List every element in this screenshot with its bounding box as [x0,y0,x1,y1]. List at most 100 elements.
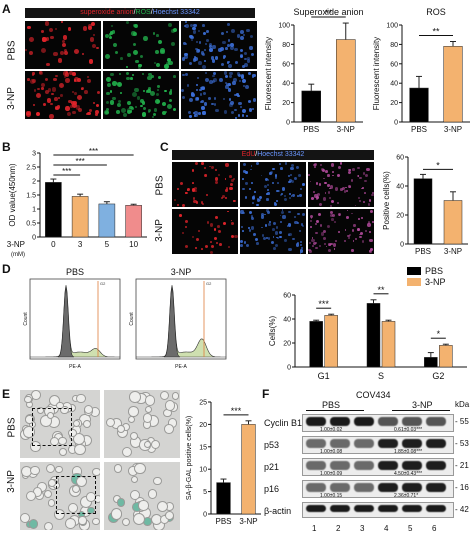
significance-label: * [436,160,440,170]
cell-spot [184,226,188,229]
cell-spot [244,196,248,199]
cell-spot [214,228,217,231]
cell-spot [219,77,224,82]
y-tick-label: 60 [282,61,290,68]
cell-spot [60,51,65,56]
cell-spot [240,35,245,40]
cell-spot [293,176,297,180]
protein-band [378,439,398,448]
cell-spot [260,174,263,177]
cell-spot [368,250,371,253]
cell-spot [324,169,328,173]
cell-spot [243,63,248,68]
cell-spot [47,479,56,487]
cell-spot [212,45,216,49]
y-tick-label: 0 [286,120,290,127]
cell-spot [119,92,122,95]
brightfield-tile [104,462,180,530]
bar [336,39,356,123]
cell-spot [77,78,81,82]
cell-spot [242,211,245,214]
cell-spot [250,34,254,38]
cell-spot [203,49,206,52]
cell-spot [284,162,288,165]
cell-spot [290,195,293,197]
cell-spot [71,110,76,115]
cell-spot [327,191,331,194]
cell-spot [344,229,347,231]
cell-spot [246,59,251,63]
cell-spot [105,110,110,115]
cell-spot [230,43,234,47]
cell-spot [333,247,336,250]
bar [301,90,321,123]
row-label-3np: 3-NP [5,470,17,493]
micrograph-tile [103,71,179,119]
cell-spot [315,246,319,250]
cell-spot [352,239,355,242]
cell-spot [234,234,238,239]
cell-spot [41,30,45,34]
cell-spot [240,210,244,214]
cell-spot [245,85,250,90]
chart-edu: 0 20 40 60 Positive cells(%) PBS 3-NP * [382,155,468,256]
lane-number: 2 [336,524,341,533]
cell-spot [157,89,160,92]
header-sep: / [133,9,136,16]
cell-spot [133,513,146,525]
cell-spot [187,187,191,191]
cell-spot [279,162,282,165]
cell-spot [184,25,187,28]
cell-spot [209,45,213,49]
cell-spot [266,209,269,212]
cell-spot [348,233,351,236]
cell-spot [229,174,232,178]
cell-spot [181,203,185,207]
cell-spot [329,187,331,190]
cell-spot [198,41,202,44]
cell-spot [223,54,227,58]
cell-spot [198,29,201,33]
cell-spot [225,47,228,50]
cell-spot [239,54,244,59]
cell-spot [267,179,270,182]
cell-spot [155,93,159,97]
cell-spot [72,484,81,493]
cell-spot [106,82,112,88]
cell-spot [244,58,247,61]
cell-spot [256,242,259,245]
x-tick-label: G2 [432,371,444,381]
protein-band [378,483,398,492]
cell-spot [202,32,206,36]
protein-band [426,461,446,470]
cell-spot [213,78,217,82]
quant-value-pbs: 1.00±0.02 [320,427,343,433]
cell-spot [194,162,199,166]
cell-spot [91,43,96,48]
cell-spot [204,244,208,249]
cell-spot [264,177,269,182]
cell-spot [340,188,344,192]
histogram-frame [135,278,227,360]
cell-spot [42,103,46,107]
protein-label: β-actin [264,506,292,516]
protein-label: Cyclin B1 [264,418,303,428]
cell-spot [318,202,322,206]
cell-spot [241,114,245,117]
cell-spot [45,77,49,81]
cell-spot [190,39,193,42]
cell-spot [198,61,202,65]
cell-spot [104,34,110,39]
cell-spot [93,34,96,37]
cell-spot [252,74,256,78]
cell-spot [57,97,60,100]
cell-spot [118,72,121,75]
protein-band [330,417,350,426]
legend-label: PBS [425,266,443,276]
x-tick-label: 3-NP [444,247,462,256]
cell-spot [182,73,185,77]
cell-spot [345,186,348,189]
protein-band [426,417,446,426]
y-tick-label: 80 [390,42,398,49]
cell-spot [191,169,195,172]
